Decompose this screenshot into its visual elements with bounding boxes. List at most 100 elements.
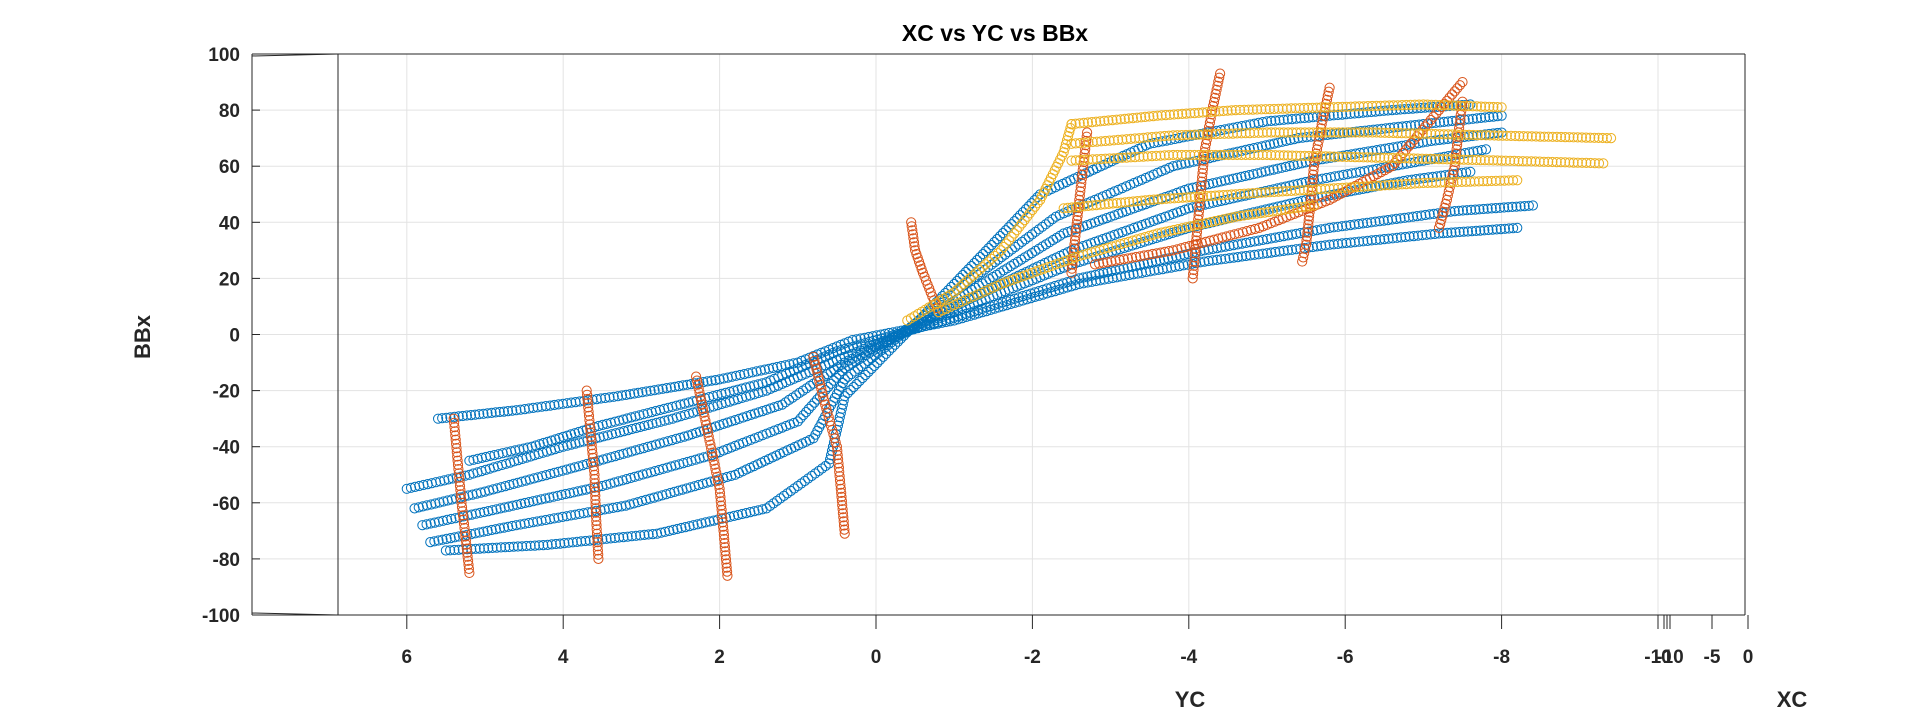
scatter-point bbox=[1200, 142, 1211, 154]
scatter-point bbox=[1106, 256, 1117, 267]
scatter-point bbox=[908, 237, 920, 248]
scatter-point bbox=[452, 451, 463, 462]
scatter-point bbox=[405, 482, 417, 493]
scatter-point bbox=[1433, 228, 1445, 239]
scatter-point bbox=[1175, 250, 1186, 261]
scatter-point bbox=[1414, 156, 1425, 167]
scatter-point bbox=[1437, 210, 1448, 221]
scatter-point bbox=[1016, 218, 1028, 229]
scatter-point bbox=[969, 306, 980, 317]
scatter-point bbox=[574, 396, 585, 407]
yc-tick-label: 4 bbox=[558, 647, 569, 668]
scatter-point bbox=[1285, 134, 1296, 146]
scatter-point bbox=[1471, 154, 1482, 166]
scatter-point bbox=[1507, 175, 1519, 186]
scatter-point bbox=[1308, 161, 1320, 172]
scatter-point bbox=[1484, 111, 1495, 123]
scatter-point bbox=[765, 403, 776, 414]
scatter-point bbox=[889, 339, 901, 350]
scatter-point bbox=[1299, 112, 1310, 124]
scatter-point bbox=[1420, 121, 1431, 132]
scatter-point bbox=[1251, 104, 1263, 115]
scatter-point bbox=[822, 369, 833, 380]
scatter-point bbox=[1382, 179, 1393, 190]
scatter-point bbox=[1363, 127, 1374, 138]
scatter-point bbox=[1197, 107, 1208, 118]
scatter-point bbox=[1090, 246, 1101, 257]
scatter-point bbox=[996, 252, 1007, 263]
scatter-point bbox=[1392, 100, 1403, 111]
scatter-point bbox=[1117, 134, 1128, 145]
scatter-point bbox=[1261, 149, 1273, 161]
scatter-point bbox=[554, 442, 565, 453]
scatter-point bbox=[683, 397, 694, 408]
scatter-point bbox=[708, 455, 719, 466]
scatter-point bbox=[1269, 138, 1280, 149]
scatter-point bbox=[845, 385, 856, 396]
scatter-point bbox=[820, 385, 831, 396]
scatter-point bbox=[1370, 152, 1382, 163]
scatter-point bbox=[1350, 101, 1361, 112]
scatter-point bbox=[753, 379, 764, 390]
y-tick-label: 60 bbox=[219, 157, 240, 178]
scatter-point bbox=[633, 387, 644, 398]
scatter-point bbox=[1234, 188, 1246, 200]
scatter-point bbox=[439, 475, 450, 486]
scatter-point bbox=[1425, 153, 1436, 164]
scatter-point bbox=[1505, 155, 1516, 166]
scatter-point bbox=[458, 518, 470, 529]
scatter-point bbox=[1421, 229, 1432, 240]
scatter-point bbox=[809, 397, 820, 408]
scatter-point bbox=[1054, 279, 1065, 290]
scatter-point bbox=[1350, 127, 1361, 138]
scatter-point bbox=[1280, 204, 1291, 215]
scatter-point bbox=[1217, 232, 1228, 243]
scatter-point bbox=[784, 394, 795, 405]
scatter-point bbox=[470, 409, 481, 420]
scatter-point bbox=[426, 499, 437, 510]
scatter-point bbox=[1220, 241, 1231, 252]
scatter-point bbox=[472, 453, 483, 464]
scatter-point bbox=[839, 528, 850, 539]
scatter-point bbox=[1391, 153, 1403, 164]
scatter-point bbox=[1108, 135, 1120, 146]
scatter-point bbox=[967, 270, 979, 281]
scatter-point bbox=[1423, 172, 1434, 183]
scatter-point bbox=[718, 525, 729, 536]
scatter-point bbox=[669, 486, 680, 497]
scatter-point bbox=[587, 452, 599, 463]
scatter-point bbox=[1270, 246, 1281, 258]
scatter-point bbox=[1438, 129, 1450, 140]
scatter-point bbox=[795, 413, 806, 424]
scatter-point bbox=[1244, 128, 1256, 139]
scatter-point bbox=[1244, 149, 1256, 161]
scatter-point bbox=[1435, 152, 1446, 163]
scatter-point bbox=[1392, 128, 1403, 139]
scatter-point bbox=[597, 419, 608, 430]
scatter-point bbox=[1247, 209, 1258, 220]
scatter-point bbox=[562, 398, 573, 409]
scatter-point bbox=[1220, 175, 1231, 186]
scatter-point bbox=[992, 234, 1003, 245]
scatter-point bbox=[632, 497, 644, 508]
scatter-point bbox=[1232, 172, 1243, 183]
scatter-point bbox=[1240, 128, 1251, 139]
scatter-point bbox=[421, 500, 433, 511]
scatter-point bbox=[591, 524, 602, 535]
xc-tick-label: 0 bbox=[1743, 647, 1754, 668]
y-tick-label: 100 bbox=[208, 45, 240, 66]
scatter-point bbox=[1193, 206, 1205, 217]
scatter-point bbox=[1214, 106, 1225, 117]
scatter-point bbox=[836, 491, 847, 502]
scatter-point bbox=[794, 387, 805, 398]
scatter-point bbox=[1255, 208, 1266, 219]
scatter-point bbox=[565, 463, 576, 474]
scatter-point bbox=[1315, 184, 1327, 195]
scatter-point bbox=[941, 314, 952, 326]
scatter-point bbox=[590, 503, 601, 514]
scatter-point bbox=[1212, 177, 1223, 188]
scatter-point bbox=[1355, 166, 1366, 177]
scatter-point bbox=[1447, 100, 1458, 111]
scatter-point bbox=[852, 363, 864, 374]
scatter-point bbox=[749, 408, 760, 419]
